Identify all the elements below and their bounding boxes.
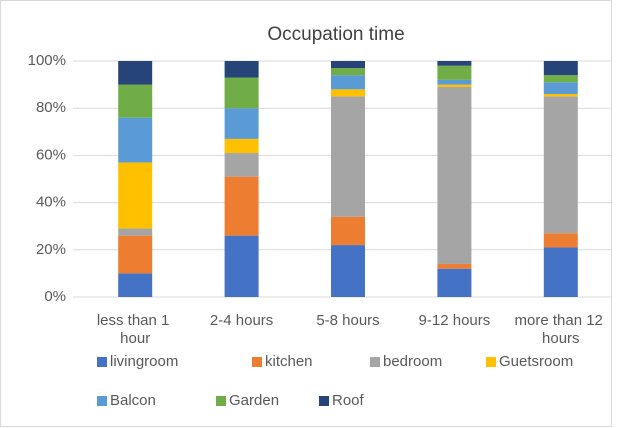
bar-segment bbox=[543, 61, 578, 76]
legend-swatch bbox=[252, 357, 262, 367]
bar-segment bbox=[437, 65, 472, 80]
bar-segment bbox=[331, 216, 365, 246]
bar-segment bbox=[118, 84, 153, 118]
legend-label: kitchen bbox=[265, 353, 313, 370]
bar-segment bbox=[118, 228, 153, 236]
bar-segment bbox=[543, 82, 578, 95]
bar-segment bbox=[224, 138, 259, 154]
x-tick-label: more than 12 hours bbox=[515, 312, 608, 347]
y-tick-label: 80% bbox=[36, 99, 66, 116]
bar-segment bbox=[224, 176, 259, 236]
legend-swatch bbox=[370, 357, 380, 367]
bar-segment bbox=[437, 79, 472, 85]
x-tick-label: 2-4 hours bbox=[210, 312, 273, 329]
y-tick-label: 60% bbox=[36, 146, 66, 163]
bar-segment bbox=[224, 235, 259, 297]
x-tick-label: 9-12 hours bbox=[419, 312, 491, 329]
bar-segment bbox=[118, 273, 153, 297]
bar-segment bbox=[437, 84, 472, 87]
bar-segment bbox=[224, 77, 259, 109]
bar-segment bbox=[543, 94, 578, 97]
y-tick-label: 0% bbox=[44, 288, 66, 305]
bar-segment bbox=[543, 75, 578, 83]
bar-segment bbox=[543, 247, 578, 297]
bar-segment bbox=[118, 61, 153, 85]
legend-swatch bbox=[97, 357, 107, 367]
bar-segment bbox=[331, 89, 365, 97]
legend-label: bedroom bbox=[383, 353, 442, 370]
y-tick-label: 40% bbox=[36, 194, 66, 211]
bar-segment bbox=[224, 108, 259, 139]
legend-label: Balcon bbox=[110, 392, 156, 409]
legend-label: Roof bbox=[332, 392, 365, 409]
chart-title: Occupation time bbox=[267, 24, 404, 45]
legend-swatch bbox=[216, 396, 226, 406]
y-tick-label: 20% bbox=[36, 241, 66, 258]
bar-segment bbox=[331, 75, 365, 90]
bar-segment bbox=[118, 235, 153, 274]
legend-label: livingroom bbox=[110, 353, 178, 370]
bar-segment bbox=[437, 268, 472, 297]
bar-segment bbox=[224, 153, 259, 177]
legend-label: Garden bbox=[229, 392, 279, 409]
bar-segment bbox=[437, 61, 472, 66]
legend-label: Guetsroom bbox=[499, 353, 573, 370]
bar-segment bbox=[437, 86, 472, 264]
legend-swatch bbox=[319, 396, 329, 406]
bar-segment bbox=[224, 61, 259, 78]
y-tick-label: 100% bbox=[28, 52, 66, 69]
bar-segment bbox=[543, 96, 578, 234]
bar-segment bbox=[331, 245, 365, 297]
bar-segment bbox=[118, 162, 153, 229]
legend-swatch bbox=[97, 396, 107, 406]
bar-segment bbox=[118, 117, 153, 163]
bar-segment bbox=[331, 61, 365, 69]
bar-segment bbox=[331, 96, 365, 217]
bar-segment bbox=[331, 68, 365, 76]
legend-swatch bbox=[486, 357, 496, 367]
x-tick-label: 5-8 hours bbox=[316, 312, 379, 329]
bar-segment bbox=[437, 263, 472, 269]
bar-segment bbox=[543, 233, 578, 248]
x-tick-label: less than 1 hour bbox=[97, 312, 174, 347]
